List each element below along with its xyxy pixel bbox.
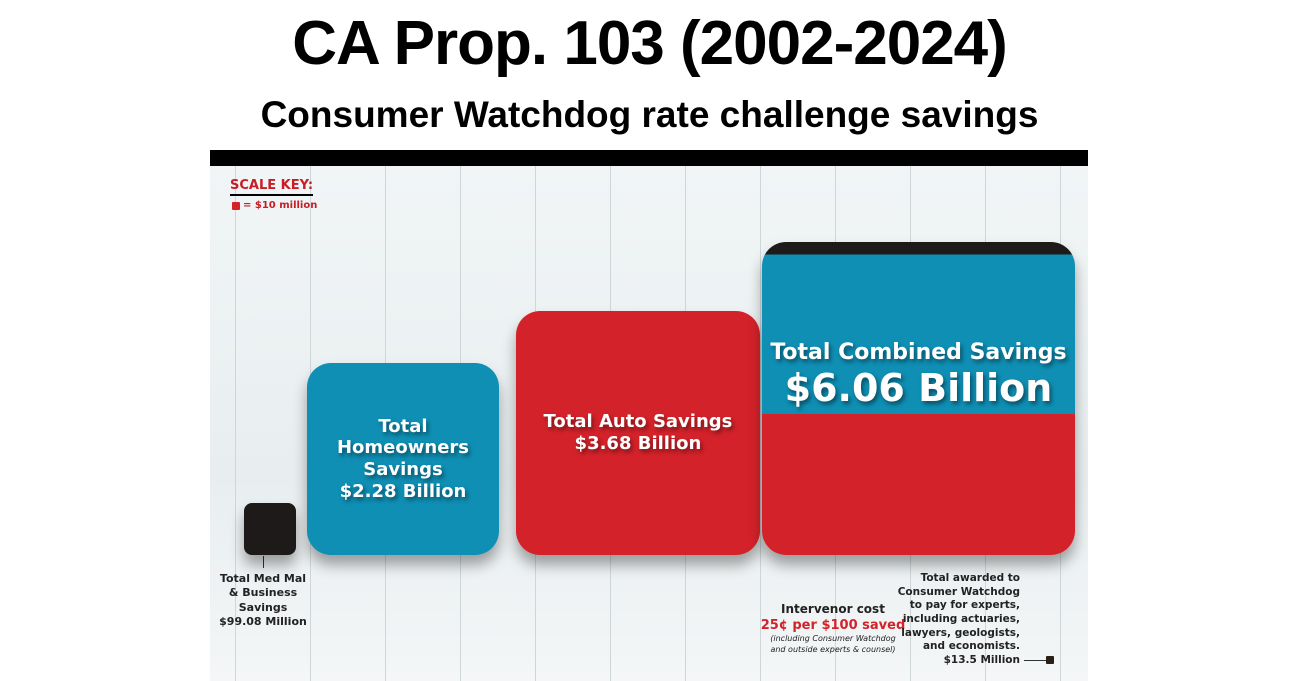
home-label-line: $2.28 Billion — [339, 480, 467, 502]
home-label-line: Homeowners — [336, 437, 469, 459]
medmal-label-line: Total Med Mal — [219, 572, 307, 585]
divider-bar — [210, 150, 1088, 166]
page-title: CA Prop. 103 (2002-2024) — [292, 9, 1008, 78]
infographic-panel: SCALE KEY: = $10 million Total Med Mal &… — [210, 166, 1088, 681]
awarded-amount: $13.5 Million — [943, 653, 1020, 666]
home-label-line: Savings — [363, 458, 443, 480]
scale-square-icon — [232, 201, 240, 210]
intervenor-detail: (including Consumer Watchdog — [770, 634, 896, 644]
awarded-line: Total awarded to — [920, 572, 1020, 584]
awarded-line: lawyers, geologists, — [901, 626, 1020, 639]
auto-savings-box: Total Auto Savings $3.68 Billion — [516, 311, 760, 555]
auto-label-line: $3.68 Billion — [574, 433, 702, 455]
awarded-note: Total awarded to Consumer Watchdog to pa… — [890, 572, 1020, 667]
intervenor-rate: 25¢ per $100 saved — [760, 617, 906, 633]
awarded-line: Consumer Watchdog — [897, 585, 1020, 598]
awarded-square — [1046, 656, 1054, 664]
grid-line — [760, 166, 761, 681]
intervenor-detail: and outside experts & counsel) — [770, 644, 896, 654]
medmal-label: Total Med Mal & Business Savings $99.08 … — [218, 572, 308, 629]
auto-label-line: Total Auto Savings — [543, 411, 733, 433]
medmal-label-line: $99.08 Million — [219, 614, 307, 628]
awarded-line: and economists. — [922, 640, 1020, 653]
home-savings-box: Total Homeowners Savings $2.28 Billion — [307, 363, 499, 555]
page-subtitle: Consumer Watchdog rate challenge savings — [260, 94, 1039, 135]
scale-key: = $10 million — [232, 200, 317, 211]
medmal-savings-box — [244, 503, 296, 555]
combined-label-line: $6.06 Billion — [784, 366, 1053, 411]
grid-line — [235, 166, 236, 681]
scale-key-title: SCALE KEY: — [230, 178, 314, 196]
awarded-line: including actuaries, — [902, 612, 1020, 625]
scale-key-unit: = $10 million — [243, 200, 318, 211]
combined-savings-box: Total Combined Savings $6.06 Billion — [762, 242, 1075, 555]
medmal-connector — [263, 556, 264, 568]
awarded-connector — [1024, 660, 1046, 661]
medmal-label-line: & Business Savings — [228, 586, 298, 614]
intervenor-title: Intervenor cost — [781, 602, 885, 616]
awarded-line: to pay for experts, — [909, 599, 1020, 612]
intervenor-note: Intervenor cost 25¢ per $100 saved (incl… — [738, 602, 928, 655]
home-label-line: Total — [378, 415, 428, 437]
combined-label-line: Total Combined Savings — [770, 340, 1067, 365]
